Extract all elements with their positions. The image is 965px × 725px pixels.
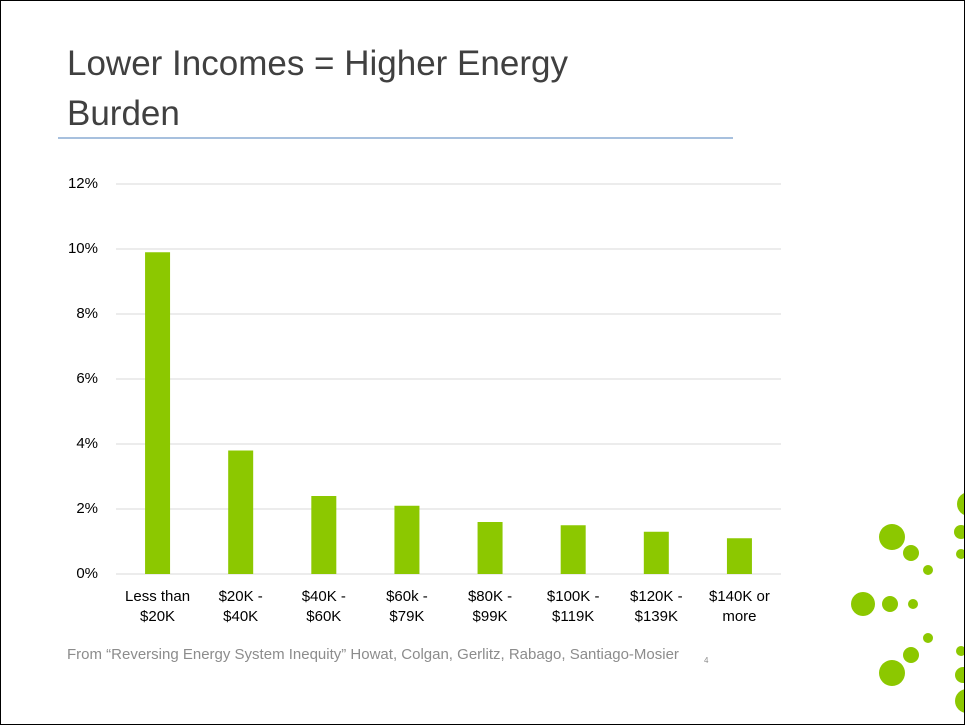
bar: [394, 506, 419, 574]
bar: [644, 532, 669, 574]
x-tick-label: Less than $20K: [121, 587, 195, 627]
bar: [478, 522, 503, 574]
y-tick-label: 12%: [68, 175, 98, 192]
x-tick-label: $40K - $60K: [287, 587, 361, 627]
page-number: 4: [704, 656, 708, 665]
x-tick-label: $120K - $139K: [619, 587, 693, 627]
y-tick-label: 10%: [68, 240, 98, 257]
y-tick-label: 8%: [76, 305, 98, 322]
y-tick-label: 4%: [76, 435, 98, 452]
decoration: [851, 492, 964, 713]
bar: [145, 252, 170, 574]
x-tick-label: $20K - $40K: [204, 587, 278, 627]
y-tick-label: 0%: [76, 565, 98, 582]
x-tick-label: $100K - $119K: [536, 587, 610, 627]
bar: [561, 525, 586, 574]
bar: [311, 496, 336, 574]
x-tick-label: $80K - $99K: [453, 587, 527, 627]
bar: [228, 451, 253, 575]
bar: [727, 538, 752, 574]
x-tick-label: $140K or more: [702, 587, 776, 627]
slide: 0% 2% 4% 6% 8% 10% 12% Lower Incomes = Higher …: [0, 0, 965, 725]
y-tick-label: 2%: [76, 500, 98, 517]
y-tick-label: 6%: [76, 370, 98, 387]
chart-title: Lower Incomes = Higher Energy Burden: [67, 39, 687, 139]
source-note: From “Reversing Energy System Inequity” …: [67, 644, 687, 665]
x-tick-label: $60k - $79K: [370, 587, 444, 627]
